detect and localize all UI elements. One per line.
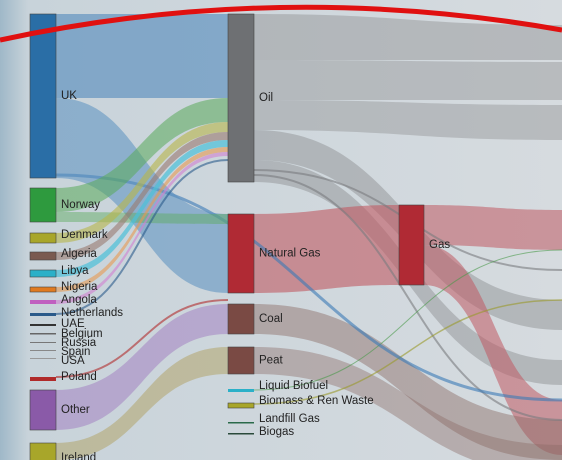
nodes: UK Norway Denmark Algeria Libya NigeriaAngola… (29, 13, 450, 460)
node-label: Nigeria (61, 281, 98, 293)
flow (56, 347, 228, 460)
flow (56, 147, 228, 292)
node (29, 13, 57, 179)
node (398, 204, 425, 286)
node (29, 251, 57, 261)
flow (56, 140, 228, 277)
node-label: UK (61, 90, 77, 102)
flow-line (55, 299, 229, 378)
node-label: Algeria (61, 248, 97, 260)
node-label: Spain (61, 346, 90, 358)
flow (254, 60, 562, 100)
node (30, 350, 56, 351)
flow (424, 245, 562, 455)
node-label: Norway (61, 199, 100, 211)
node-label: Belgium (61, 328, 103, 340)
node-label: Gas (429, 239, 450, 251)
node (29, 232, 57, 244)
node-label: Oil (259, 92, 273, 104)
node (227, 303, 255, 335)
node-label: Liquid Biofuel (259, 380, 328, 392)
flow (424, 205, 562, 250)
node-label: Landfill Gas (259, 413, 320, 425)
node-label: Coal (259, 313, 283, 325)
node (30, 324, 56, 326)
node-label: Russia (61, 337, 97, 349)
node-label: Denmark (61, 229, 108, 241)
flow (56, 304, 228, 430)
flows (55, 14, 562, 460)
node-label: Poland (61, 371, 97, 383)
node-label: Ireland (61, 452, 96, 460)
node-label: Biomass & Ren Waste (259, 395, 374, 407)
node-label: Biogas (259, 426, 294, 438)
node-label: Angola (61, 294, 97, 306)
node (29, 286, 57, 293)
node (227, 213, 255, 294)
node (30, 358, 56, 359)
node (29, 187, 57, 223)
node (227, 402, 255, 409)
node (29, 442, 57, 460)
flow (56, 98, 228, 212)
flow (56, 132, 228, 260)
node (227, 13, 255, 183)
node-label: UAE (61, 318, 85, 330)
node (228, 389, 254, 392)
flow (254, 100, 562, 140)
node (29, 389, 57, 431)
flow (254, 14, 562, 60)
node (30, 342, 56, 343)
node (29, 269, 57, 278)
flow-line (55, 159, 229, 315)
red-arc (0, 4, 562, 43)
node-label: Libya (61, 265, 89, 277)
node (30, 377, 56, 381)
node-label: Other (61, 404, 90, 416)
flow (56, 152, 228, 304)
node-label: Natural Gas (259, 248, 321, 260)
node-label: Peat (259, 355, 283, 367)
flow (254, 304, 562, 460)
flow-line (253, 249, 562, 391)
flow-line (253, 174, 562, 421)
node-label: USA (61, 355, 85, 367)
flow (56, 14, 228, 98)
flow-line (253, 299, 562, 405)
node (228, 422, 254, 424)
node (228, 433, 254, 435)
flow (56, 122, 228, 243)
node (30, 300, 56, 304)
node-label: Netherlands (61, 307, 123, 319)
node (30, 333, 56, 335)
node (30, 313, 56, 316)
node (227, 346, 255, 375)
